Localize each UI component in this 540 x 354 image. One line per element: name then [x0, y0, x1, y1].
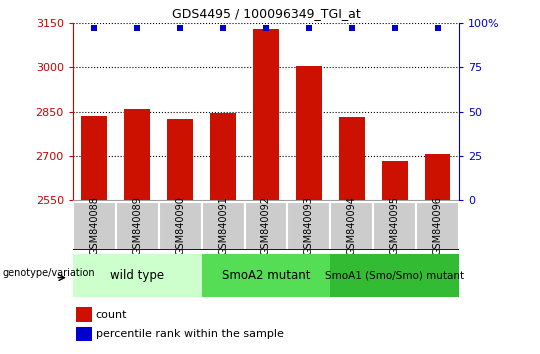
FancyBboxPatch shape [330, 254, 459, 297]
Point [390, 25, 399, 31]
Text: GSM840093: GSM840093 [304, 196, 314, 255]
Bar [76, 307, 92, 322]
Point [347, 25, 356, 31]
Text: SmoA1 (Smo/Smo) mutant: SmoA1 (Smo/Smo) mutant [325, 270, 464, 280]
FancyBboxPatch shape [287, 202, 330, 250]
Text: GSM840089: GSM840089 [132, 196, 142, 255]
FancyBboxPatch shape [416, 202, 459, 250]
Text: percentile rank within the sample: percentile rank within the sample [96, 329, 284, 339]
Text: genotype/variation: genotype/variation [3, 268, 96, 278]
Bar [339, 118, 364, 200]
FancyBboxPatch shape [73, 254, 201, 297]
Point [176, 25, 185, 31]
FancyBboxPatch shape [73, 202, 116, 250]
Text: GSM840092: GSM840092 [261, 196, 271, 255]
Text: wild type: wild type [110, 269, 164, 282]
FancyBboxPatch shape [330, 202, 373, 250]
Text: GSM840091: GSM840091 [218, 196, 228, 255]
Bar [253, 29, 279, 200]
Text: GSM840090: GSM840090 [175, 196, 185, 255]
Text: GSM840096: GSM840096 [433, 196, 443, 255]
Title: GDS4495 / 100096349_TGI_at: GDS4495 / 100096349_TGI_at [172, 7, 360, 21]
Text: GSM840088: GSM840088 [89, 196, 99, 255]
Point [261, 25, 270, 31]
FancyBboxPatch shape [201, 254, 330, 297]
Bar [76, 327, 92, 341]
Text: count: count [96, 310, 127, 320]
FancyBboxPatch shape [116, 202, 159, 250]
Point [305, 25, 313, 31]
Text: SmoA2 mutant: SmoA2 mutant [222, 269, 310, 282]
Bar [167, 119, 193, 200]
Bar [82, 116, 107, 200]
Text: GSM840094: GSM840094 [347, 196, 357, 255]
Point [133, 25, 141, 31]
FancyBboxPatch shape [159, 202, 201, 250]
Bar [296, 66, 322, 200]
FancyBboxPatch shape [245, 202, 287, 250]
Text: GSM840095: GSM840095 [390, 196, 400, 255]
Bar [424, 154, 450, 200]
Bar [124, 109, 150, 200]
Point [90, 25, 99, 31]
FancyBboxPatch shape [201, 202, 245, 250]
Point [433, 25, 442, 31]
Bar [210, 113, 236, 200]
Bar [382, 161, 408, 200]
FancyBboxPatch shape [373, 202, 416, 250]
Point [219, 25, 227, 31]
